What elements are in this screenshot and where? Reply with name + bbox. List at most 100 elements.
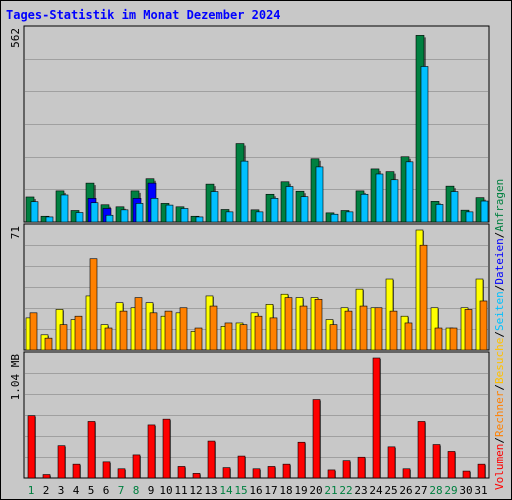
x-tick-label-day-1: 1: [28, 484, 35, 497]
bar-dateien-day-1: [30, 201, 39, 223]
bar-dateien-day-24: [375, 173, 384, 223]
x-tick-label-day-11: 11: [174, 484, 187, 497]
x-tick-label-day-13: 13: [204, 484, 217, 497]
bar-volumen-day-9: [147, 424, 156, 479]
bar-dateien-day-23: [360, 193, 369, 223]
bar-volumen-day-23: [357, 456, 366, 479]
bar-volumen-day-15: [237, 455, 246, 479]
x-tick-label-day-4: 4: [73, 484, 80, 497]
bar-rechner-day-30: [464, 309, 473, 351]
bar-rechner-day-1: [29, 312, 38, 351]
bar-volumen-day-22: [342, 460, 351, 479]
bar-dateien-day-27: [420, 66, 429, 223]
bar-dateien-day-19: [300, 196, 309, 223]
bar-dateien-day-10: [165, 204, 174, 223]
x-tick-label-day-9: 9: [148, 484, 155, 497]
x-tick-label-day-14: 14: [219, 484, 233, 497]
bar-volumen-day-18: [282, 463, 291, 479]
chart-title: Tages-Statistik im Monat Dezember 2024: [6, 8, 281, 22]
legend-text: Volumen/Rechner/Besuche/Seiten/Dateien/A…: [493, 179, 506, 490]
bar-dateien-day-22: [345, 211, 354, 223]
bar-rechner-day-6: [104, 327, 113, 351]
bar-dateien-day-25: [390, 179, 399, 223]
bar-volumen-day-31: [477, 463, 486, 479]
x-tick-label-day-22: 22: [339, 484, 352, 497]
bar-volumen-day-25: [387, 446, 396, 479]
bar-dateien-day-15: [240, 160, 249, 223]
bar-volumen-day-24: [372, 357, 381, 479]
bar-rechner-day-5: [89, 258, 98, 351]
bar-volumen-day-26: [402, 468, 411, 479]
bar-volumen-day-8: [132, 454, 141, 479]
legend-item-dateien: Dateien: [493, 238, 506, 284]
bar-volumen-day-3: [57, 445, 66, 479]
x-tick-label-day-18: 18: [279, 484, 292, 497]
x-tick-label-day-6: 6: [103, 484, 110, 497]
bar-rechner-day-12: [194, 327, 203, 351]
x-tick-label-day-28: 28: [429, 484, 442, 497]
x-tick-label-day-12: 12: [189, 484, 202, 497]
legend-item-volumen: Volumen: [493, 444, 506, 490]
bar-volumen-day-16: [252, 468, 261, 479]
bar-rechner-day-13: [209, 305, 218, 351]
bar-volumen-day-21: [327, 469, 336, 479]
legend-separator: /: [493, 437, 506, 444]
bar-rechner-day-9: [149, 312, 158, 351]
bar-rechner-day-17: [269, 317, 278, 351]
x-tick-label-day-10: 10: [159, 484, 172, 497]
bar-rechner-day-29: [449, 327, 458, 351]
legend-item-seiten: Seiten: [493, 291, 506, 331]
bar-volumen-day-2: [42, 474, 51, 479]
bar-volumen-day-30: [462, 470, 471, 479]
x-tick-label-day-8: 8: [133, 484, 140, 497]
bar-rechner-day-25: [389, 310, 398, 351]
bar-rechner-day-3: [59, 324, 68, 351]
bar-dateien-day-13: [210, 191, 219, 223]
bar-dateien-day-12: [195, 216, 204, 223]
bar-volumen-day-1: [27, 415, 36, 479]
bar-dateien-day-21: [330, 213, 339, 223]
bar-volumen-day-10: [162, 418, 171, 479]
bar-rechner-day-8: [134, 297, 143, 351]
bar-rechner-day-22: [344, 310, 353, 351]
x-tick-label-day-21: 21: [324, 484, 337, 497]
bar-volumen-day-17: [267, 466, 276, 479]
legend-separator: /: [493, 285, 506, 292]
bar-volumen-day-7: [117, 468, 126, 479]
legend-item-rechner: Rechner: [493, 390, 506, 437]
bar-rechner-day-24: [374, 307, 383, 351]
bar-rechner-day-2: [44, 337, 53, 351]
x-tick-label-day-27: 27: [414, 484, 427, 497]
bar-rechner-day-4: [74, 315, 83, 351]
bar-volumen-day-13: [207, 440, 216, 479]
panel-volume: 1.04 MB: [9, 351, 490, 479]
bar-dateien-day-8: [135, 203, 144, 223]
bar-volumen-day-28: [432, 444, 441, 479]
x-tick-label-day-20: 20: [309, 484, 322, 497]
bar-rechner-day-28: [434, 327, 443, 351]
bar-volumen-day-19: [297, 441, 306, 479]
bar-dateien-day-30: [465, 211, 474, 223]
bar-dateien-day-4: [75, 212, 84, 223]
x-tick-label-day-29: 29: [444, 484, 457, 497]
x-tick-label-day-31: 31: [474, 484, 487, 497]
x-axis-labels: 1 2 3 4 5 6 7 8 9 10 11 12 13 14 15 16 17 18 19 20 21 22 23 24 2…: [28, 484, 488, 497]
bar-volumen-day-20: [312, 399, 321, 479]
bar-dateien-day-2: [45, 216, 54, 223]
x-tick-label-day-2: 2: [43, 484, 50, 497]
x-tick-label-day-7: 7: [118, 484, 125, 497]
bar-dateien-day-20: [315, 166, 324, 223]
y-max-label-hits: 562: [9, 28, 22, 48]
bar-rechner-day-20: [314, 298, 323, 351]
bar-rechner-day-16: [254, 315, 263, 351]
bar-dateien-day-11: [180, 208, 189, 223]
x-tick-label-day-19: 19: [294, 484, 307, 497]
bar-dateien-day-18: [285, 186, 294, 223]
legend-separator: /: [493, 384, 506, 391]
bar-dateien-day-14: [225, 211, 234, 223]
bar-rechner-day-11: [179, 307, 188, 351]
legend: Volumen/Rechner/Besuche/Seiten/Dateien/A…: [493, 179, 506, 490]
x-tick-label-day-5: 5: [88, 484, 95, 497]
bar-dateien-day-7: [120, 209, 129, 223]
